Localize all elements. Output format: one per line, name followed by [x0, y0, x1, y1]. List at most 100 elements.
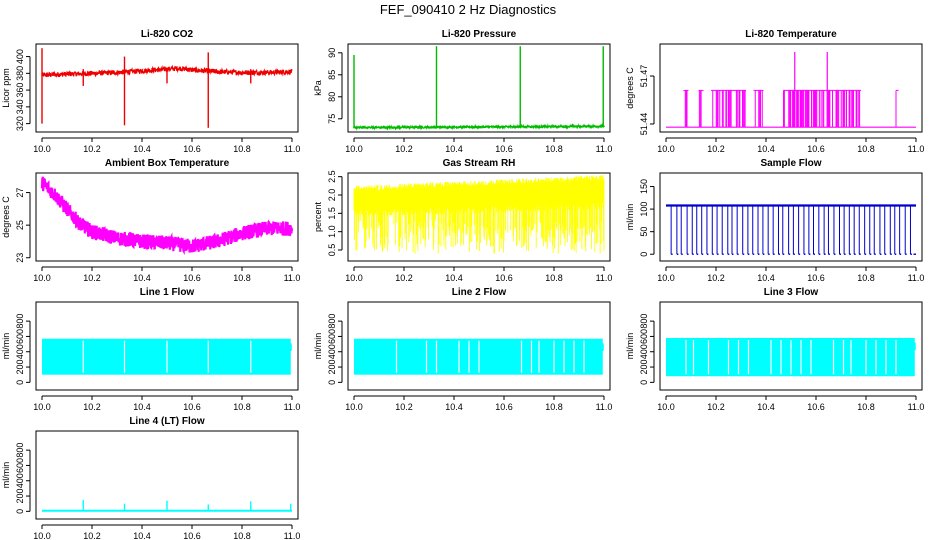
series-point — [465, 126, 468, 128]
series-point — [536, 125, 539, 128]
plot-frame — [35, 172, 299, 262]
y-tick-label: 200 — [15, 489, 25, 504]
y-tick-label: 600 — [15, 458, 25, 473]
x-tick-label: 10.2 — [707, 273, 725, 283]
series-point — [503, 126, 505, 128]
panel-title: Sample Flow — [760, 158, 821, 169]
series-point — [365, 126, 368, 129]
x-tick-label: 10.6 — [183, 144, 201, 154]
x-tick-label: 10.8 — [233, 402, 251, 412]
x-tick-label: 10.4 — [757, 273, 775, 283]
y-tick-label: 400 — [639, 344, 649, 359]
series-point — [386, 126, 389, 129]
x-tick-label: 10.8 — [857, 144, 875, 154]
x-tick-label: 10.8 — [857, 273, 875, 283]
y-tick-label: 23 — [15, 253, 25, 263]
series-point — [474, 126, 476, 128]
series-point — [482, 126, 484, 128]
series-point — [428, 126, 430, 129]
series-point — [557, 125, 559, 128]
series-point — [494, 126, 497, 128]
x-tick-label: 11.0 — [284, 144, 301, 154]
series-point — [586, 125, 589, 128]
y-tick-label: 600 — [15, 329, 25, 344]
series-point — [599, 125, 601, 128]
x-tick-label: 10.6 — [807, 402, 825, 412]
y-axis-label: ml/min — [625, 333, 635, 360]
x-tick-label: 11.0 — [284, 273, 301, 283]
panel-title: Line 3 Flow — [764, 287, 819, 298]
x-tick-label: 10.6 — [183, 402, 201, 412]
series-point — [424, 126, 426, 129]
y-tick-label: 51.47 — [639, 65, 649, 88]
x-tick-label: 10.2 — [83, 402, 101, 412]
x-tick-label: 11.0 — [284, 531, 301, 540]
y-axis-label: percent — [313, 201, 323, 232]
series-point — [394, 126, 397, 129]
y-tick-label: 85 — [327, 70, 337, 80]
x-tick-label: 10.4 — [133, 531, 151, 540]
series-point — [544, 125, 547, 128]
series-point — [540, 125, 543, 128]
panel-line1: Line 1 Flow ml/min 10.0 10.2 10.4 10.6 10.8 11.… — [1, 287, 300, 412]
series-band — [666, 337, 915, 377]
panel-rh: Gas Stream RH percent 10.0 10.2 10.4 10.6 10.8… — [313, 158, 612, 283]
y-axis-label: ml/min — [625, 204, 635, 231]
series-point — [449, 126, 451, 128]
y-tick-label: 800 — [639, 314, 649, 329]
series-point — [432, 126, 434, 128]
series-point — [411, 126, 414, 129]
panel-co2: Li-820 CO2 Licor ppm 10.0 10.2 10.4 10.6 10.8 1… — [1, 29, 300, 154]
y-tick-label: 800 — [15, 314, 25, 329]
series-point — [390, 126, 393, 129]
x-tick-label: 10.0 — [657, 402, 675, 412]
x-tick-label: 10.6 — [807, 273, 825, 283]
y-tick-label: 200 — [639, 360, 649, 375]
series-point — [499, 126, 501, 128]
x-tick-label: 10.2 — [395, 402, 413, 412]
x-tick-label: 10.2 — [83, 273, 101, 283]
series-point — [578, 125, 580, 128]
x-tick-label: 10.6 — [807, 144, 825, 154]
series-point — [419, 126, 422, 129]
panel-title: Ambient Box Temperature — [105, 158, 230, 169]
x-tick-label: 10.8 — [233, 531, 251, 540]
x-tick-label: 10.2 — [83, 144, 101, 154]
panel-pressure: Li-820 Pressure kPa 10.0 10.2 10.4 10.6 10.8 11… — [313, 29, 612, 154]
y-tick-label: 100 — [639, 202, 649, 217]
series-point — [457, 126, 459, 128]
y-tick-label: 2.0 — [327, 189, 337, 202]
y-tick-label: 340 — [15, 99, 25, 114]
x-tick-label: 10.4 — [133, 273, 151, 283]
x-tick-label: 10.2 — [707, 144, 725, 154]
x-tick-label: 11.0 — [284, 402, 301, 412]
panel-title: Line 1 Flow — [140, 287, 195, 298]
panel-sample-flow: Sample Flow ml/min 10.0 10.2 10.4 10.6 10.8 11.… — [625, 158, 924, 283]
y-tick-label: 600 — [327, 329, 337, 344]
series-point — [369, 126, 372, 129]
plot-frame — [35, 43, 299, 133]
x-tick-label: 10.0 — [345, 144, 363, 154]
series-point — [453, 126, 455, 128]
y-tick-label: 1.0 — [327, 225, 337, 238]
series-point — [399, 126, 401, 129]
series-point — [553, 125, 555, 128]
y-tick-label: 51.44 — [639, 113, 649, 136]
y-axis-label: ml/min — [313, 333, 323, 360]
series-point — [444, 126, 447, 128]
plot-frame — [659, 301, 923, 391]
x-tick-label: 10.4 — [445, 144, 463, 154]
panel-title: Li-820 CO2 — [141, 29, 194, 40]
y-tick-label: 75 — [327, 114, 337, 124]
x-tick-label: 10.8 — [233, 273, 251, 283]
y-tick-label: 0 — [639, 252, 649, 257]
x-tick-label: 10.6 — [183, 531, 201, 540]
series-point — [440, 126, 443, 128]
plot-frame — [35, 430, 299, 520]
y-tick-label: 360 — [15, 83, 25, 98]
series-point — [490, 126, 493, 128]
y-tick-label: 2.5 — [327, 170, 337, 183]
series-point — [361, 126, 364, 129]
x-tick-label: 11.0 — [596, 144, 613, 154]
plot-frame — [347, 301, 611, 391]
